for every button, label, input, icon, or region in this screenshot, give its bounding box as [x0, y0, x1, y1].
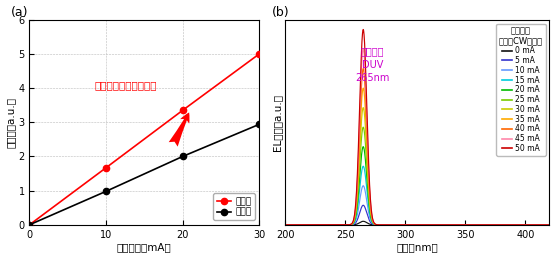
- 加工前: [103, 190, 109, 193]
- 加工前: [256, 123, 263, 126]
- 加工前: [26, 223, 33, 226]
- Text: (b): (b): [272, 6, 290, 19]
- Y-axis label: EL強度（a.u.）: EL強度（a.u.）: [273, 94, 282, 151]
- X-axis label: 波長（nm）: 波長（nm）: [396, 243, 438, 252]
- 加工後: [256, 52, 263, 55]
- Line: 加工後: 加工後: [26, 51, 263, 228]
- X-axis label: 駆動電流（mA）: 駆動電流（mA）: [117, 243, 171, 252]
- 加工後: [179, 109, 186, 112]
- 加工前: [179, 155, 186, 158]
- Line: 加工前: 加工前: [26, 121, 263, 228]
- Legend: 加工後, 加工前: 加工後, 加工前: [213, 193, 255, 220]
- Text: 光取出し効率１．７倍: 光取出し効率１．７倍: [95, 80, 157, 90]
- Y-axis label: 光出力（a.u.）: 光出力（a.u.）: [6, 97, 16, 148]
- 加工後: [103, 166, 109, 169]
- 加工後: [26, 223, 33, 226]
- Legend: 0 mA, 5 mA, 10 mA, 15 mA, 20 mA, 25 mA, 30 mA, 35 mA, 40 mA, 45 mA, 50 mA: 0 mA, 5 mA, 10 mA, 15 mA, 20 mA, 25 mA, …: [496, 23, 546, 156]
- Text: 発光波長
DUV
265nm: 発光波長 DUV 265nm: [355, 47, 390, 83]
- Text: (a): (a): [11, 6, 28, 19]
